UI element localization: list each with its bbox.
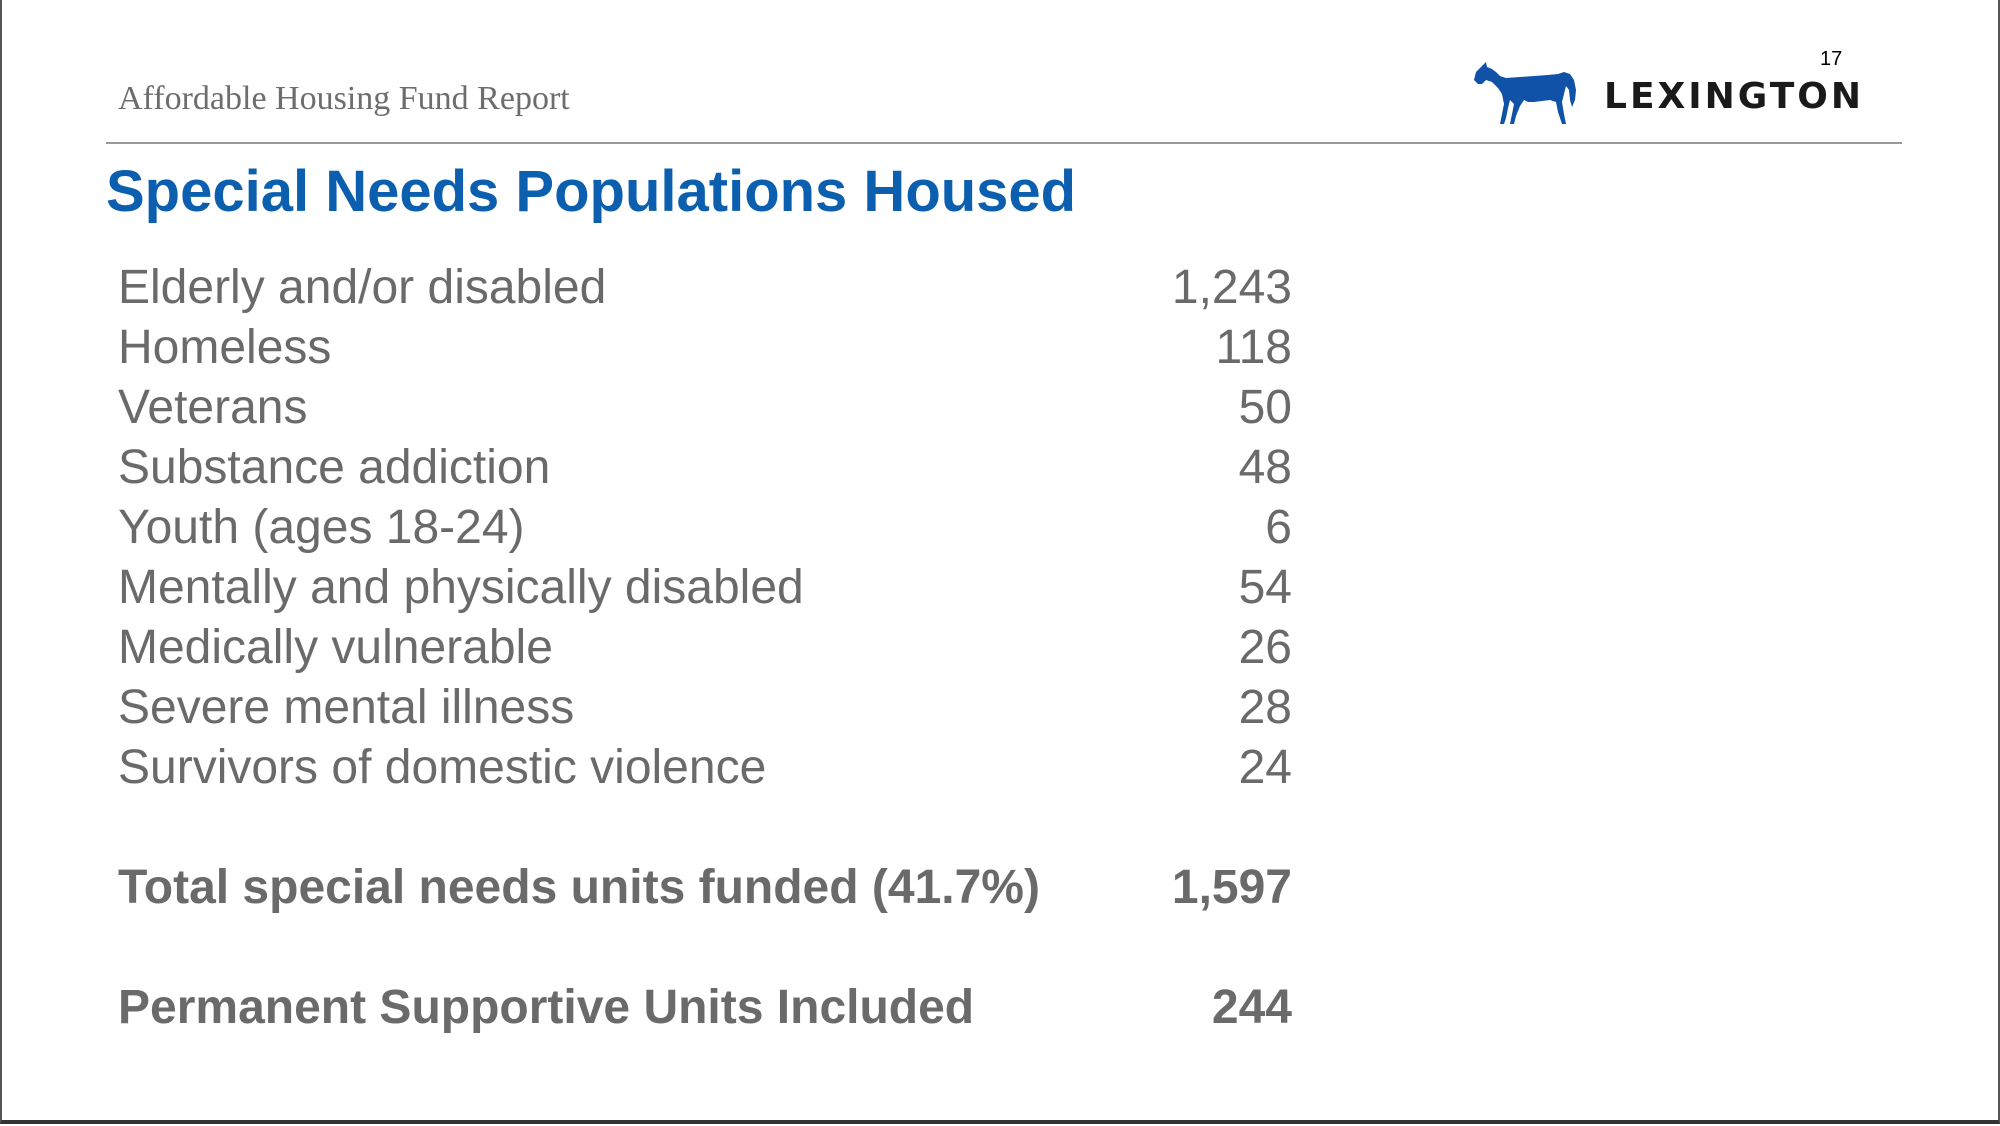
row-label: Homeless [118,321,332,374]
logo-text: LEXINGTON [1604,76,1865,117]
row-value: 48 [1238,441,1292,494]
total-value: 1,597 [1171,861,1292,914]
report-title: Affordable Housing Fund Report [118,80,570,117]
populations-table: Elderly and/or disabled 1,243 Homeless 1… [118,258,1292,1038]
row-label: Youth (ages 18-24) [118,501,525,554]
row-value: 50 [1238,381,1292,434]
table-row: Youth (ages 18-24) 6 [118,498,1292,558]
row-value: 54 [1238,561,1292,614]
total-label: Total special needs units funded (41.7%) [118,861,1040,914]
table-row: Substance addiction 48 [118,438,1292,498]
row-value: 6 [1265,501,1292,554]
page-title: Special Needs Populations Housed [106,159,1077,224]
row-value: 28 [1238,681,1292,734]
permanent-supportive-value: 244 [1211,981,1292,1034]
table-row: Elderly and/or disabled 1,243 [118,258,1292,318]
row-label: Elderly and/or disabled [118,261,607,314]
row-label: Severe mental illness [118,681,575,734]
page-number: 17 [1820,48,1843,70]
table-row: Severe mental illness 28 [118,678,1292,738]
permanent-supportive-label: Permanent Supportive Units Included [118,981,975,1034]
row-value: 26 [1238,621,1292,674]
row-label: Medically vulnerable [118,621,553,674]
table-row: Veterans 50 [118,378,1292,438]
row-value: 118 [1215,321,1292,374]
table-row: Medically vulnerable 26 [118,618,1292,678]
permanent-supportive-row: Permanent Supportive Units Included 244 [118,978,1292,1038]
row-label: Substance addiction [118,441,551,494]
horse-icon [1474,62,1576,124]
row-value: 1,243 [1171,261,1292,314]
header-divider [106,142,1902,144]
row-label: Survivors of domestic violence [118,741,767,794]
row-label: Mentally and physically disabled [118,561,804,614]
total-row: Total special needs units funded (41.7%)… [118,858,1292,918]
row-label: Veterans [118,381,308,434]
row-value: 24 [1238,741,1292,794]
table-row: Homeless 118 [118,318,1292,378]
table-row: Survivors of domestic violence 24 [118,738,1292,798]
table-row: Mentally and physically disabled 54 [118,558,1292,618]
